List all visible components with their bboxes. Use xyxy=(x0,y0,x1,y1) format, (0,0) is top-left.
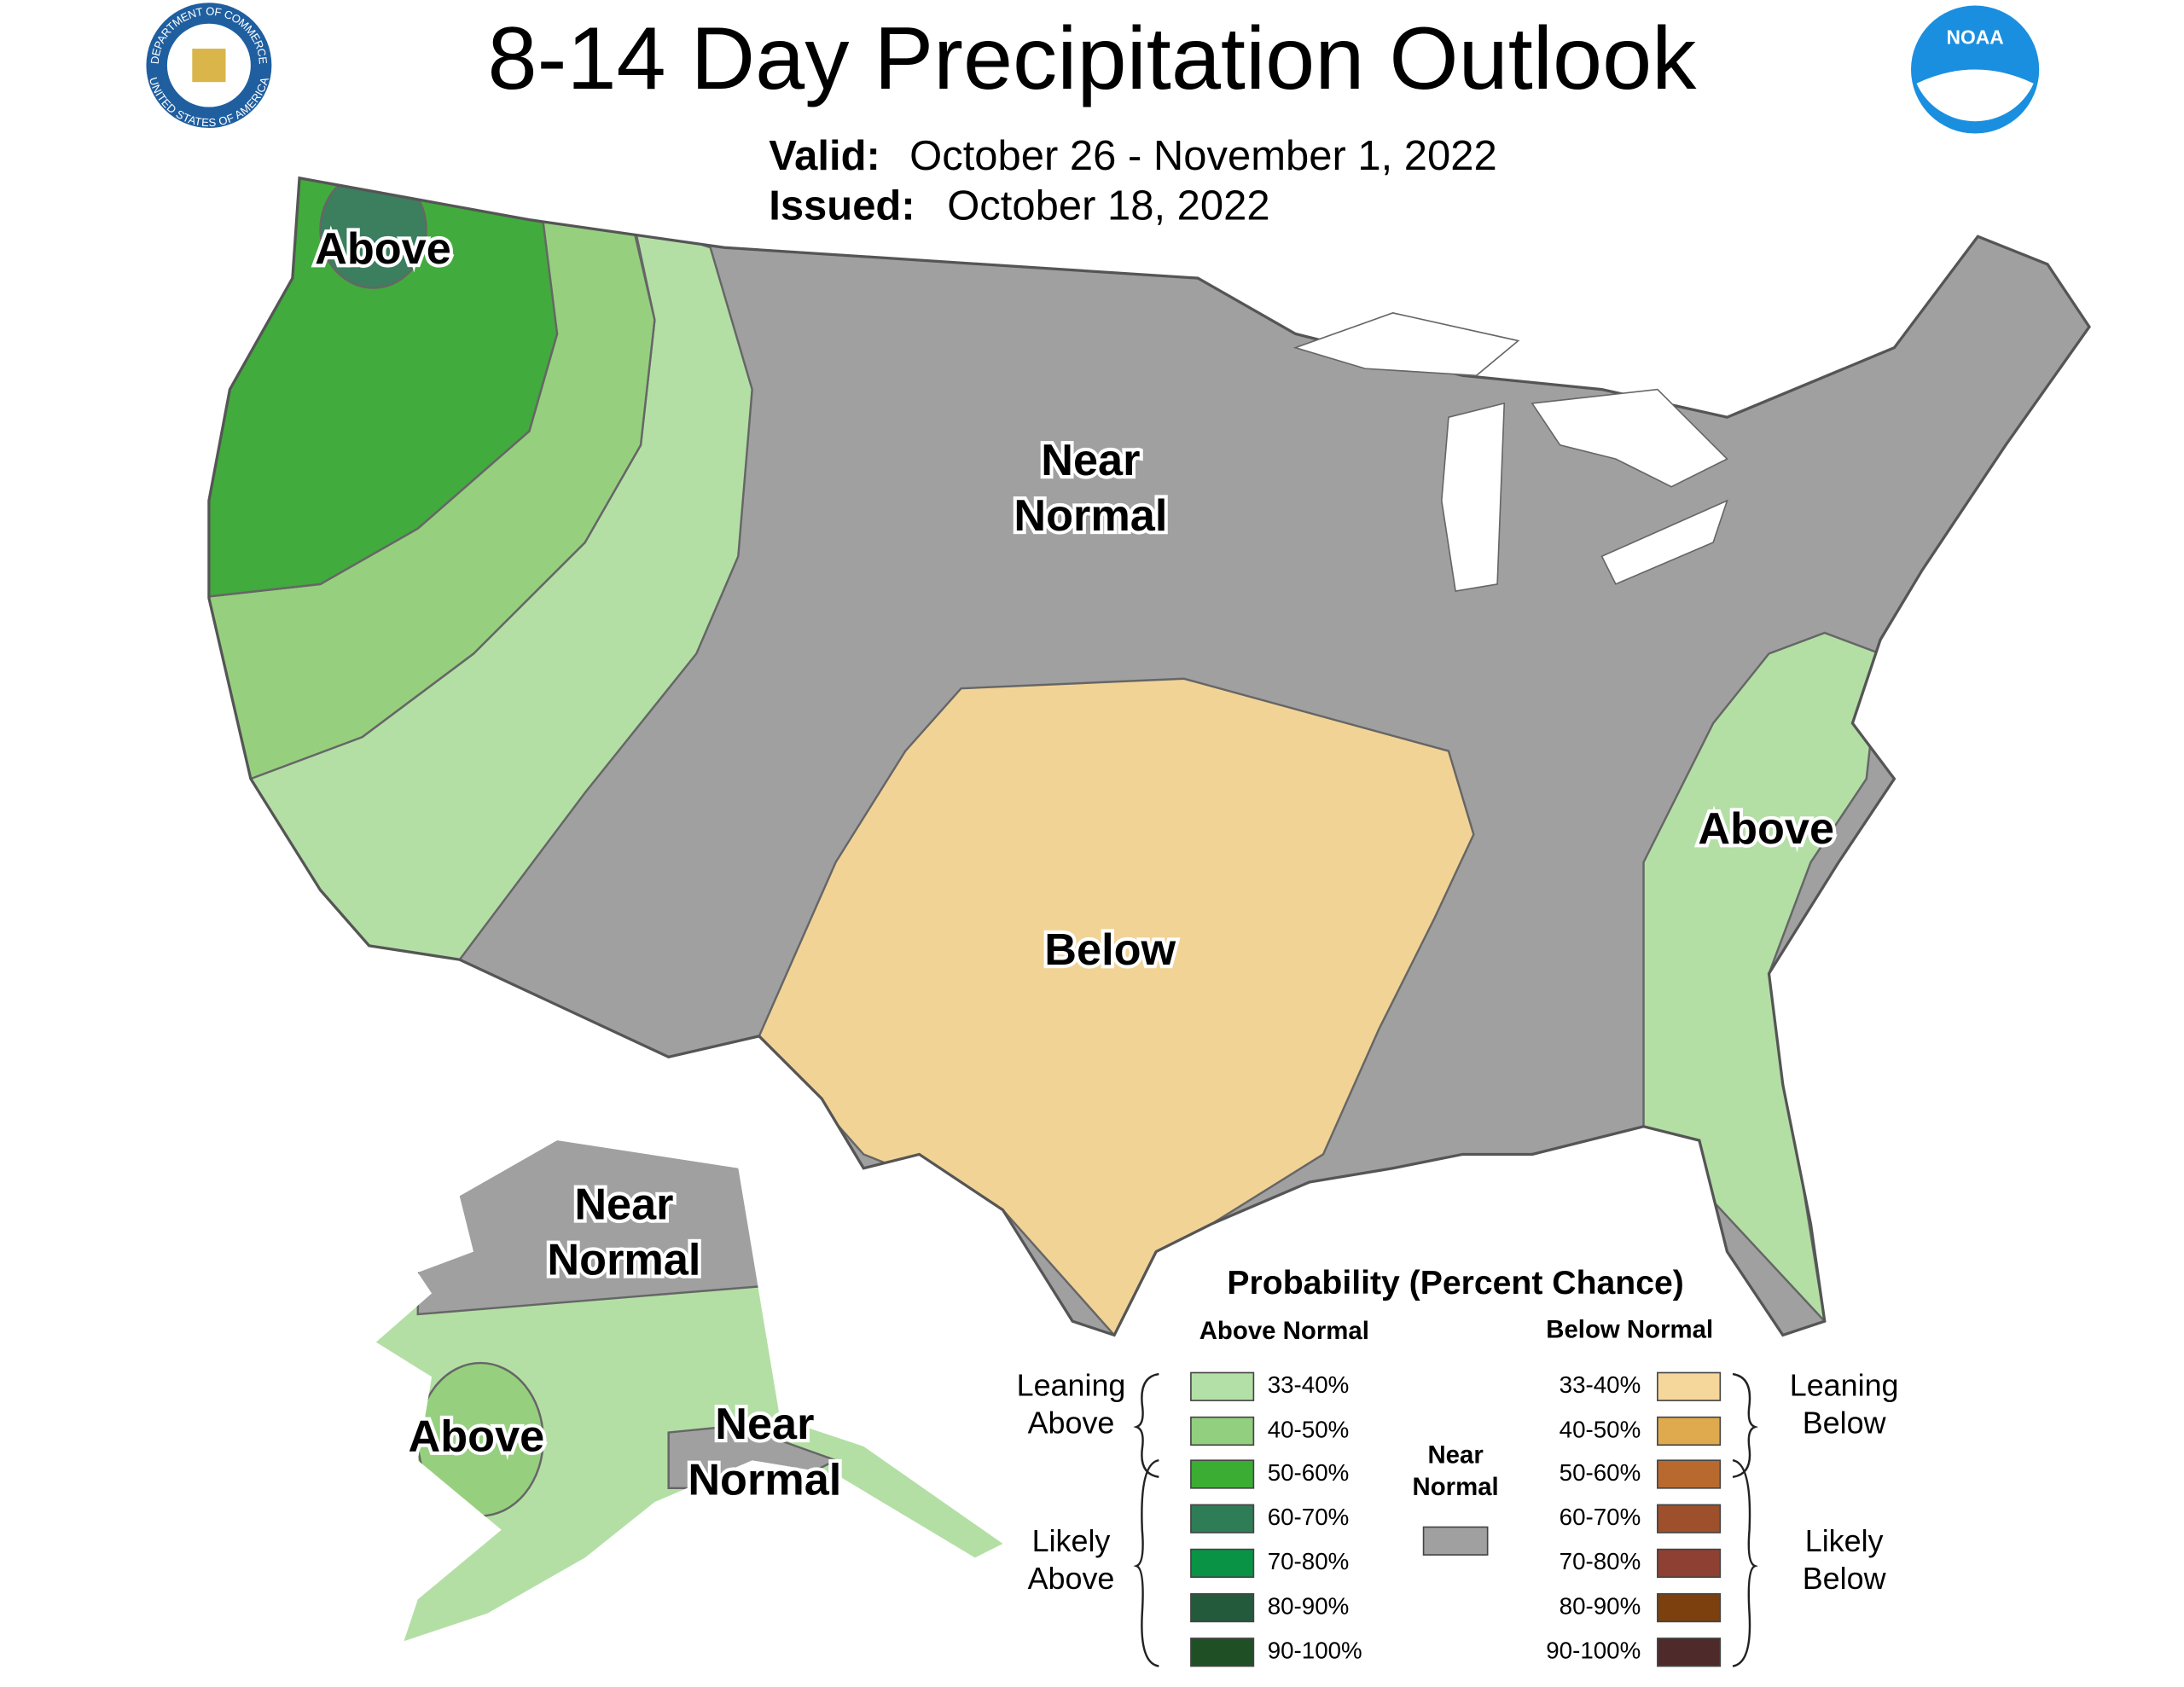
legend-swatch xyxy=(1657,1459,1722,1489)
legend-label: 70-80% xyxy=(1560,1548,1641,1574)
bracket-label-line: Likely xyxy=(1032,1525,1111,1559)
legend-label: 50-60% xyxy=(1268,1459,1350,1486)
legend-label: 80-90% xyxy=(1268,1592,1350,1619)
map-label-line: Normal xyxy=(688,1455,841,1504)
legend-label: 90-100% xyxy=(1546,1638,1641,1664)
bracket-label-line: Likely xyxy=(1805,1525,1884,1559)
legend-header: Above Normal xyxy=(1199,1317,1369,1345)
legend-label: 70-80% xyxy=(1268,1548,1350,1574)
noaa-logo: NOAA xyxy=(1911,5,2040,134)
title: 8-14 Day Precipitation Outlook xyxy=(488,9,1698,108)
bracket-label: Leaning Below xyxy=(1790,1369,1899,1441)
conus xyxy=(208,177,2089,1336)
legend-header: Below Normal xyxy=(1546,1315,1713,1343)
legend-swatch xyxy=(1657,1371,1722,1401)
legend-swatch xyxy=(1190,1459,1255,1489)
legend-swatch xyxy=(1190,1504,1255,1533)
near-normal-label-line: Near xyxy=(1427,1441,1483,1469)
valid-dates: October 26 - November 1, 2022 xyxy=(909,133,1497,179)
legend-swatch xyxy=(1190,1548,1255,1578)
bracket-label-line: Leaning xyxy=(1017,1369,1126,1403)
bracket-label: Likely Above xyxy=(1028,1525,1115,1597)
legend-label: 50-60% xyxy=(1560,1459,1641,1486)
map-label-line: Above xyxy=(1698,804,1834,854)
map-label-line: Above xyxy=(409,1412,545,1462)
map-label-line: Normal xyxy=(547,1235,700,1284)
legend-swatch xyxy=(1657,1504,1722,1533)
near-normal-label: Near Normal xyxy=(1413,1441,1499,1500)
bracket-label-line: Above xyxy=(1028,1406,1115,1441)
brackets xyxy=(1133,1372,1759,1667)
issued-date: October 18, 2022 xyxy=(947,183,1269,229)
legend-swatch xyxy=(1657,1592,1722,1623)
legend-label: 60-70% xyxy=(1268,1504,1350,1530)
map-label-line: Above xyxy=(315,224,451,274)
near-normal-label-line: Normal xyxy=(1413,1473,1499,1501)
legend-label: 60-70% xyxy=(1560,1504,1641,1530)
legend-swatch xyxy=(1190,1638,1255,1667)
legend-swatch xyxy=(1422,1526,1489,1556)
commerce-seal: DEPARTMENT OF COMMERCE UNITED STATES OF … xyxy=(146,3,272,130)
legend-swatch xyxy=(1190,1371,1255,1401)
map-label: Above xyxy=(409,1412,545,1462)
alaska xyxy=(375,1140,1003,1642)
map-label-line: Near xyxy=(1041,436,1140,485)
legend-label: 40-50% xyxy=(1560,1416,1641,1442)
legend-swatch xyxy=(1190,1416,1255,1446)
bracket-label: Likely Below xyxy=(1803,1525,1886,1597)
map-label: Below xyxy=(1044,925,1176,975)
map-label: Near Normal xyxy=(688,1400,841,1504)
noaa-text: NOAA xyxy=(1946,26,2003,49)
valid-label: Valid: xyxy=(769,133,880,179)
legend-label: 33-40% xyxy=(1268,1371,1350,1398)
legend-label: 90-100% xyxy=(1268,1638,1362,1664)
map-label-line: Near xyxy=(574,1180,673,1229)
legend-label: 80-90% xyxy=(1560,1592,1641,1619)
legend-label: 40-50% xyxy=(1268,1416,1350,1442)
legend-swatch xyxy=(1190,1592,1255,1623)
bracket-label-line: Leaning xyxy=(1790,1369,1899,1403)
bracket-label-line: Above xyxy=(1028,1562,1115,1597)
map-label: Near Normal xyxy=(547,1180,700,1284)
map-label: Above xyxy=(1698,804,1834,854)
map-label-line: Below xyxy=(1044,925,1176,975)
bracket-label-line: Below xyxy=(1803,1562,1886,1597)
legend-title: Probability (Percent Chance) xyxy=(1227,1265,1683,1301)
map-label-line: Near xyxy=(715,1400,814,1449)
legend-swatch xyxy=(1657,1548,1722,1578)
issued-label: Issued: xyxy=(769,183,915,229)
bracket-label: Leaning Above xyxy=(1017,1369,1126,1441)
bracket-label-line: Below xyxy=(1803,1406,1886,1441)
legend-label: 33-40% xyxy=(1560,1371,1641,1398)
map-label-line: Normal xyxy=(1014,491,1167,541)
legend-swatch xyxy=(1657,1416,1722,1446)
map-label: Above xyxy=(315,224,451,274)
legend-swatch xyxy=(1657,1638,1722,1667)
map-label: Near Normal xyxy=(1014,436,1167,541)
